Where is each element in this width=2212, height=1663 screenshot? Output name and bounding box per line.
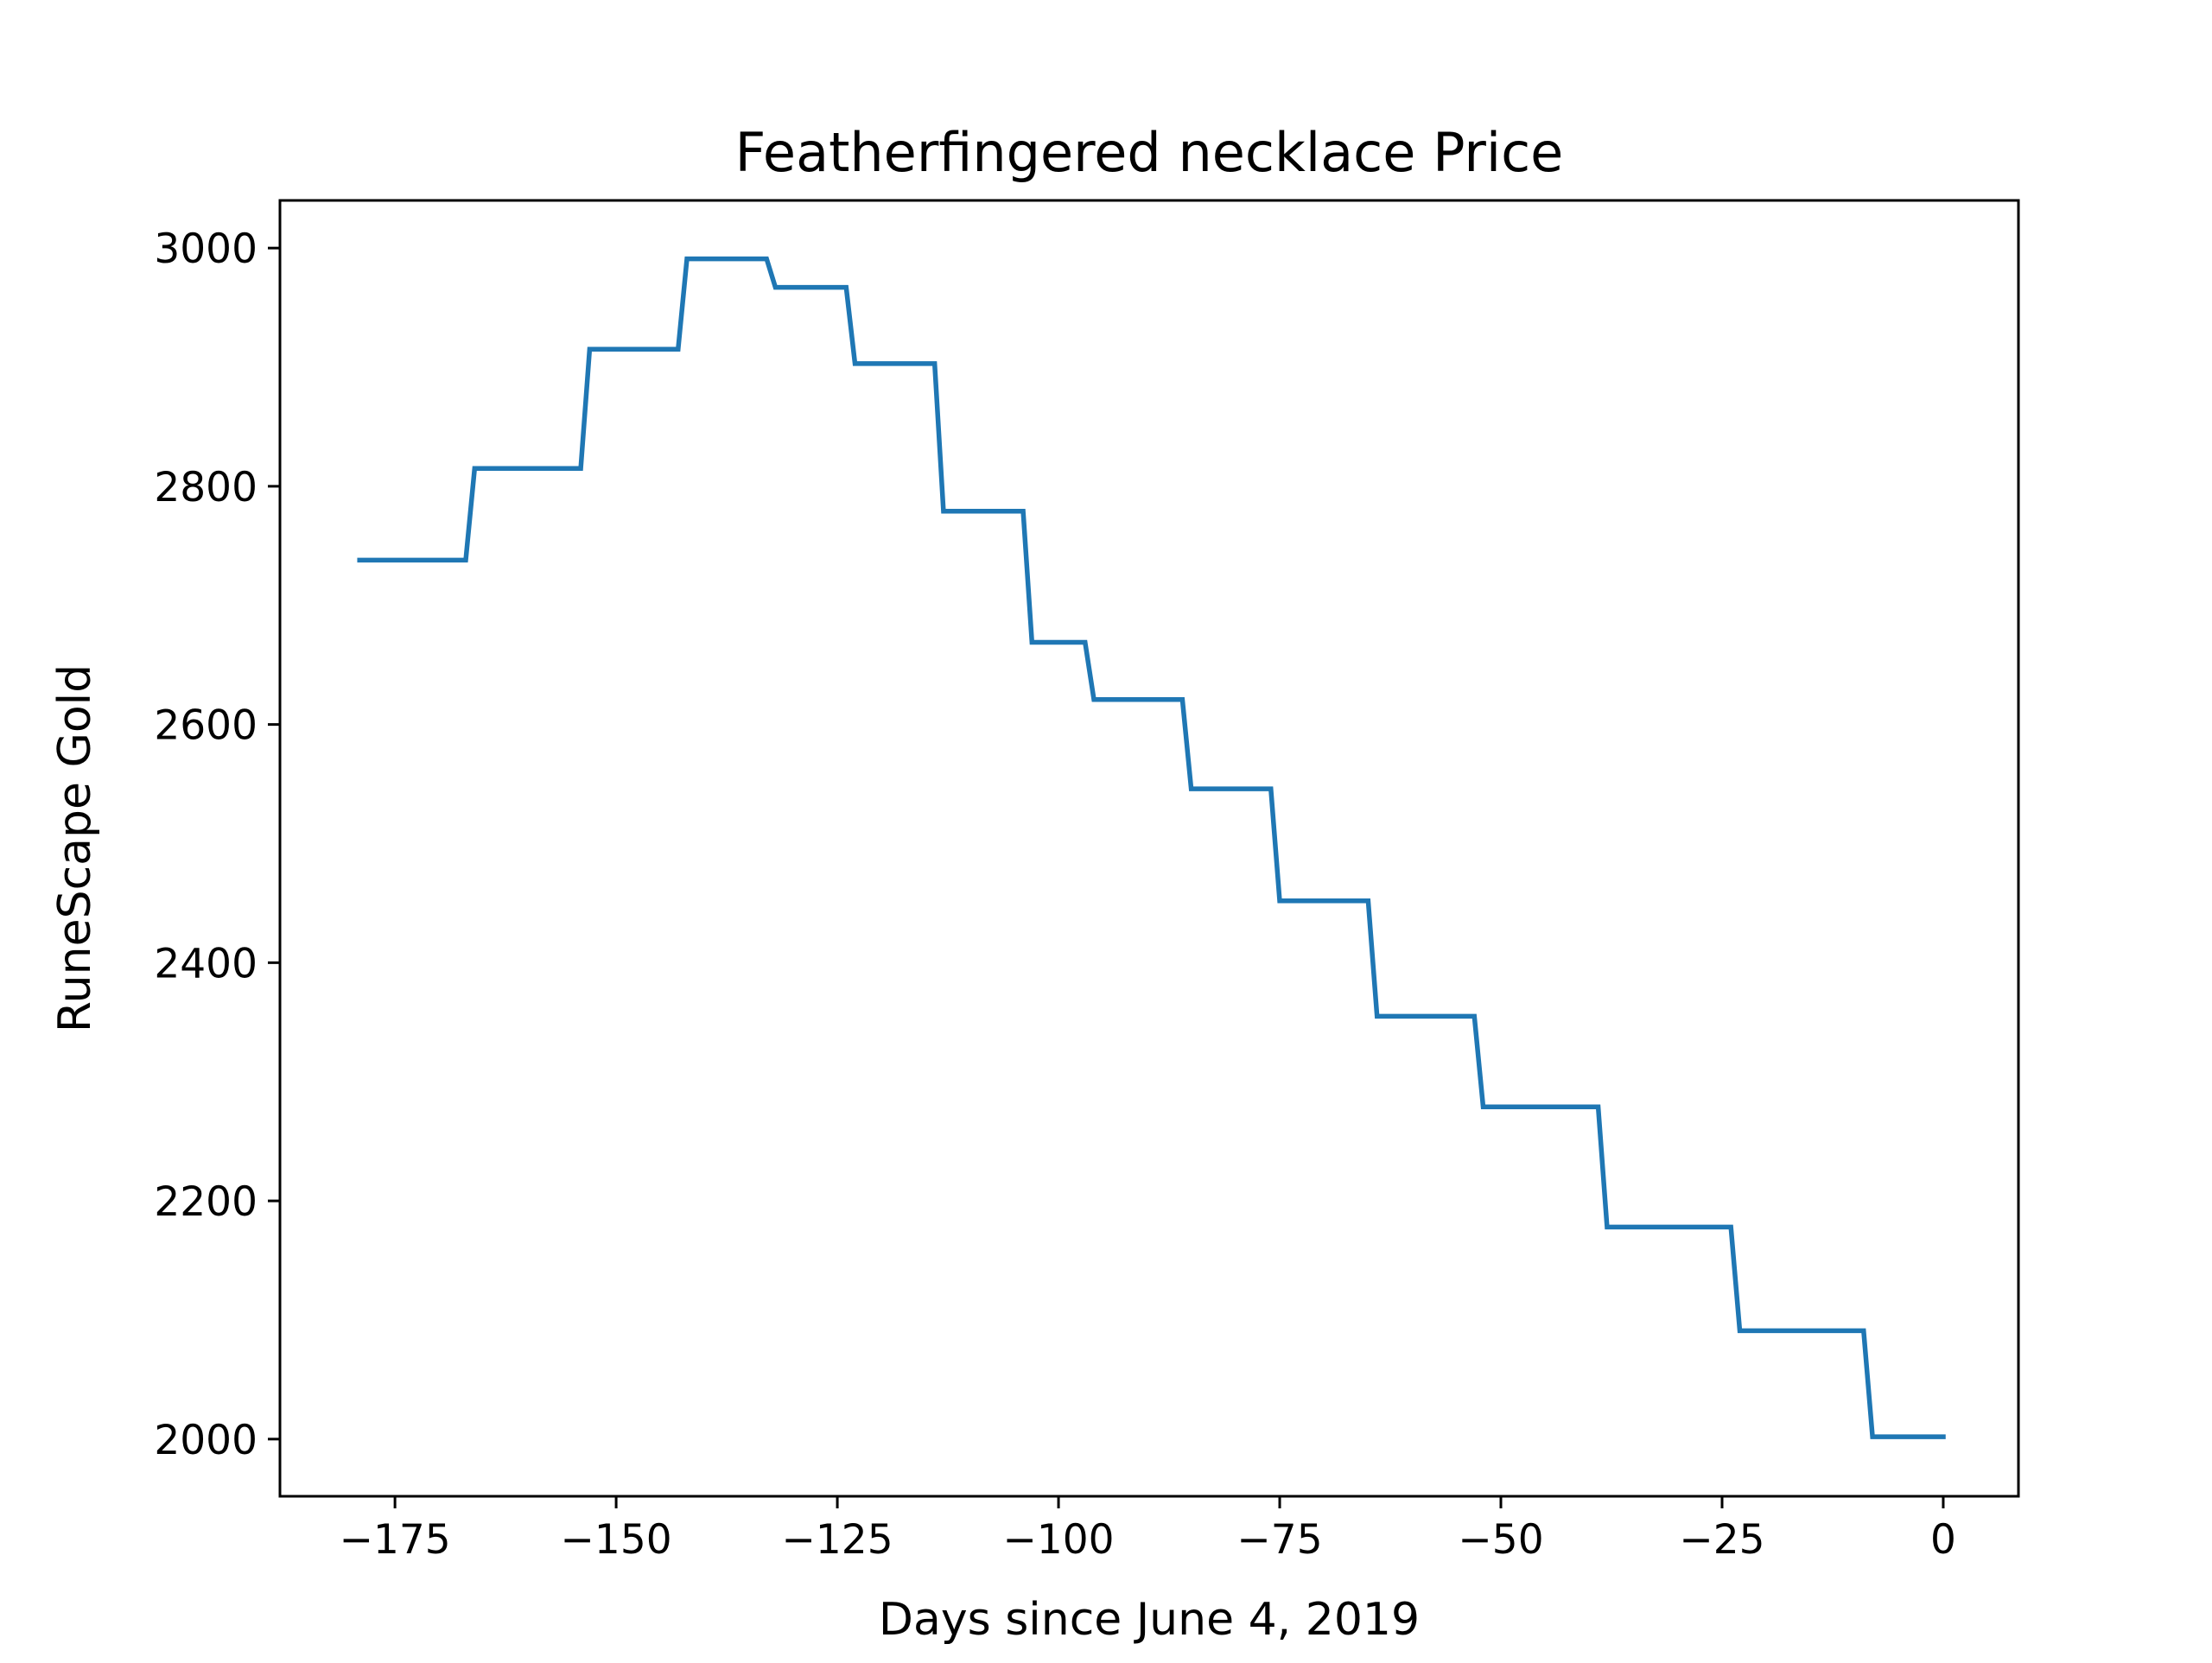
y-tick-label: 2000 bbox=[154, 1417, 257, 1464]
y-tick-label: 3000 bbox=[154, 225, 257, 273]
y-tick-label: 2600 bbox=[154, 702, 257, 750]
x-tick-label: −50 bbox=[1458, 1516, 1543, 1564]
chart-title: Featherfingered necklace Price bbox=[735, 121, 1564, 184]
y-axis-label: RuneScape Gold bbox=[49, 664, 101, 1032]
x-axis-ticks: −175 −150 −125 −100 −75 −50 −25 0 bbox=[340, 1496, 1956, 1564]
y-tick-label: 2200 bbox=[154, 1178, 257, 1226]
x-tick-label: −150 bbox=[561, 1516, 672, 1564]
y-tick-label: 2800 bbox=[154, 464, 257, 511]
x-tick-label: −125 bbox=[782, 1516, 893, 1564]
x-tick-label: −25 bbox=[1679, 1516, 1764, 1564]
y-tick-label: 2400 bbox=[154, 940, 257, 987]
x-tick-label: 0 bbox=[1930, 1516, 1956, 1564]
x-tick-label: −75 bbox=[1236, 1516, 1322, 1564]
y-axis-ticks: 2000 2200 2400 2600 2800 3000 bbox=[154, 225, 280, 1464]
x-tick-label: −175 bbox=[340, 1516, 451, 1564]
x-tick-label: −100 bbox=[1003, 1516, 1115, 1564]
axes-frame bbox=[278, 199, 2020, 1498]
price-series-line bbox=[357, 256, 1946, 1439]
x-axis-label: Days since June 4, 2019 bbox=[879, 1594, 1420, 1646]
plot-area bbox=[357, 256, 1946, 1439]
